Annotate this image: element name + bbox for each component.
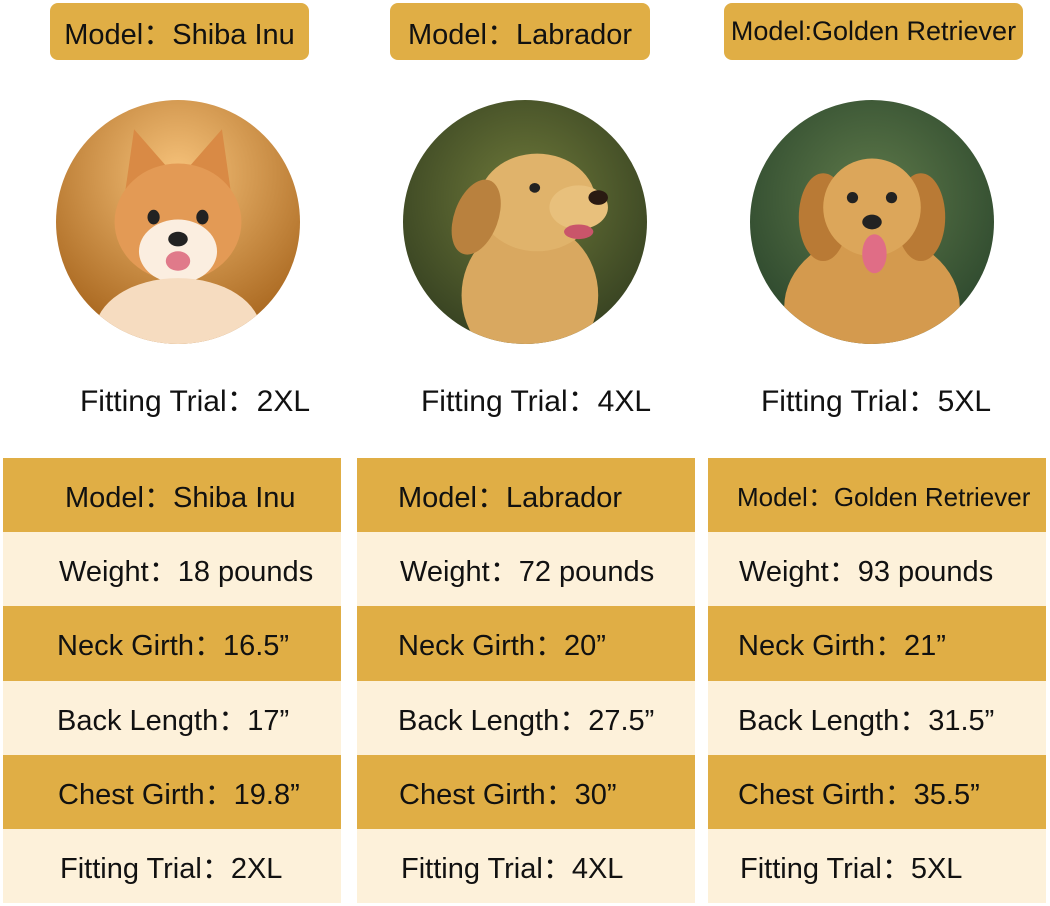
table-row-model: Model：Shiba Inu [3,458,341,533]
table-row-chest-girth: Chest Girth：19.8” [3,754,341,829]
labrador-dog-photo [403,100,647,344]
table-row-model: Model：Labrador [357,458,695,533]
model-badge-shiba: Model：Shiba Inu [50,3,309,60]
size-table-shiba: Model：Shiba Inu Weight：18 pounds Neck Gi… [3,458,341,904]
table-row-weight: Weight：18 pounds [3,532,341,607]
table-row-weight: Weight：93 pounds [708,532,1046,607]
fitting-trial-caption-shiba: Fitting Trial：2XL [79,385,311,418]
table-row-neck-girth: Neck Girth：20” [357,606,695,681]
badge-label: Model：Labrador [407,18,633,51]
model-badge-golden: Model:Golden Retriever [724,3,1023,60]
badge-label: Model：Shiba Inu [64,18,295,51]
table-row-fitting-trial: Fitting Trial：4XL [357,828,695,904]
table-row-model: Model：Golden Retriever [708,458,1046,533]
model-badge-labrador: Model：Labrador [390,3,650,60]
table-row-chest-girth: Chest Girth：35.5” [708,754,1046,829]
badge-label: Model:Golden Retriever [730,16,1017,46]
table-row-weight: Weight：72 pounds [357,532,695,607]
table-row-chest-girth: Chest Girth：30” [357,754,695,829]
size-table-golden: Model：Golden Retriever Weight：93 pounds … [708,458,1046,904]
table-row-back-length: Back Length：31.5” [708,680,1046,755]
size-table-labrador: Model：Labrador Weight：72 pounds Neck Gir… [357,458,695,904]
table-row-neck-girth: Neck Girth：16.5” [3,606,341,681]
table-row-neck-girth: Neck Girth：21” [708,606,1046,681]
golden-retriever-dog-photo [750,100,994,344]
fitting-trial-caption-labrador: Fitting Trial：4XL [420,385,652,418]
fitting-trial-caption-golden: Fitting Trial：5XL [760,385,992,418]
shiba-inu-dog-photo [56,100,300,344]
table-row-back-length: Back Length：27.5” [357,680,695,755]
table-row-fitting-trial: Fitting Trial：5XL [708,828,1046,904]
table-row-back-length: Back Length：17” [3,680,341,755]
table-row-fitting-trial: Fitting Trial：2XL [3,828,341,904]
